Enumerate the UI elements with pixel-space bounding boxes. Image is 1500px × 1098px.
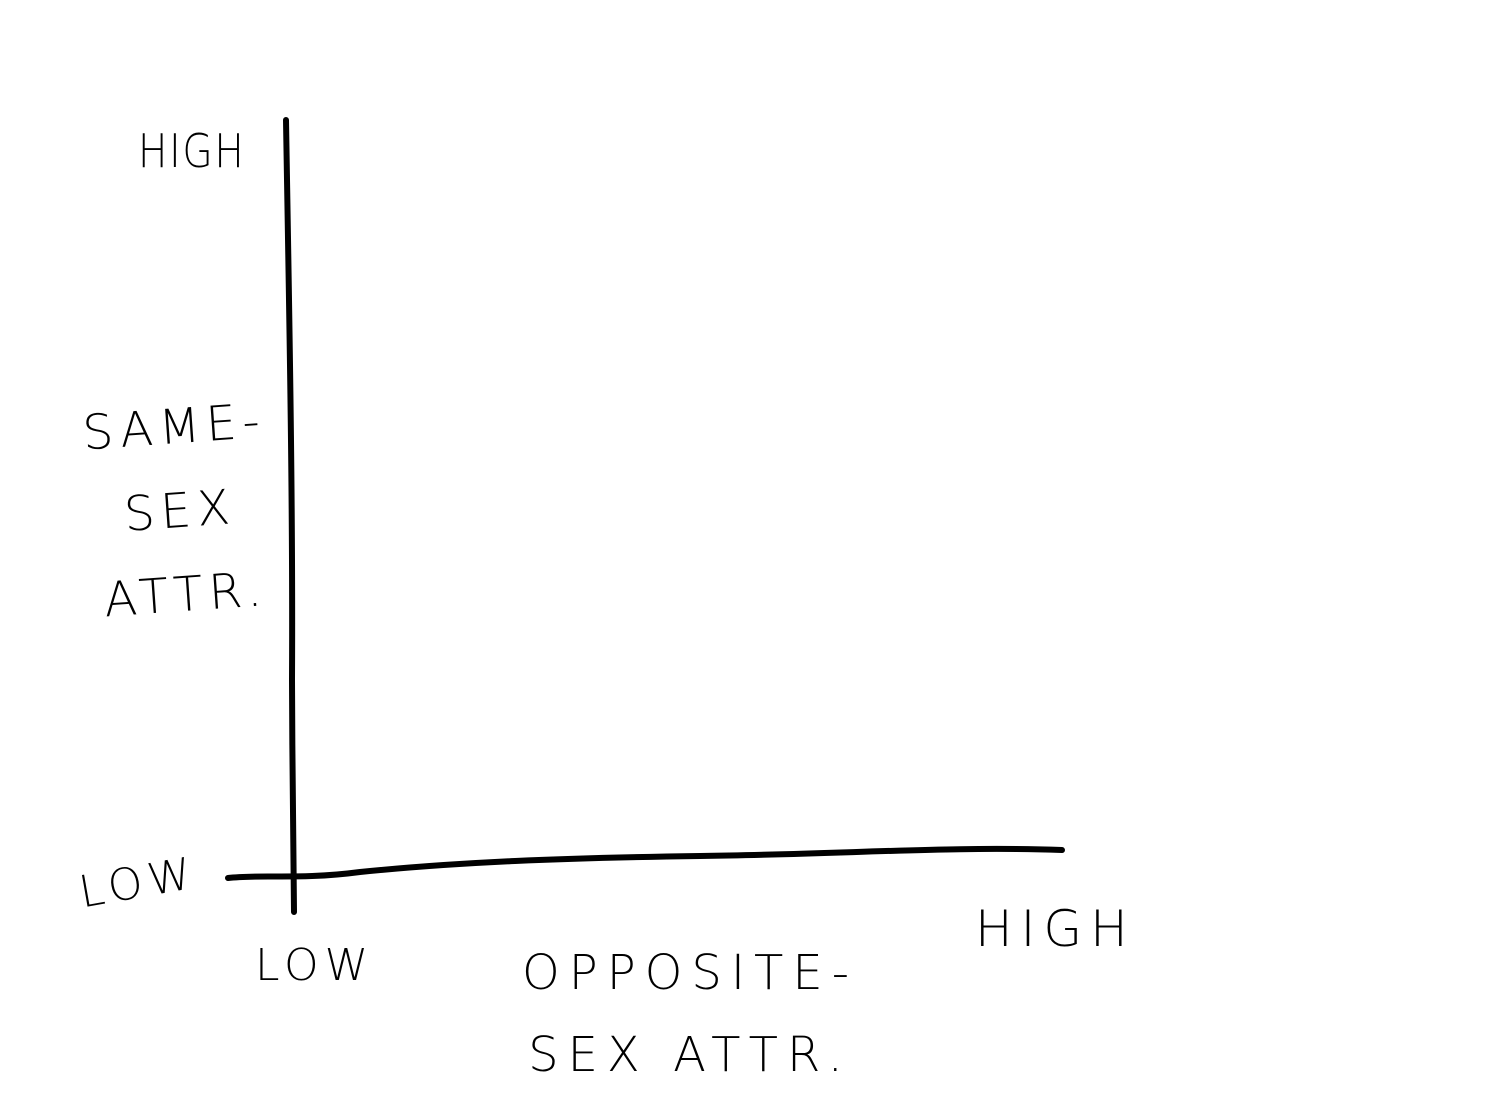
x-axis-line bbox=[225, 845, 1065, 881]
y-axis-title-line-3: ATTR. bbox=[102, 561, 270, 629]
x-axis-high-label: HIGH bbox=[975, 900, 1136, 958]
y-axis-high-label: HIGH bbox=[138, 124, 246, 178]
y-axis-line bbox=[283, 117, 297, 915]
y-axis-title: SAME- SEX ATTR. bbox=[71, 378, 288, 643]
x-axis-title-line-1: OPPOSITE- bbox=[521, 945, 859, 1001]
x-axis-title: OPPOSITE- SEX ATTR. bbox=[500, 932, 880, 1096]
y-axis-title-line-1: SAME- bbox=[80, 392, 268, 462]
x-axis-title-line-2: SEX ATTR. bbox=[528, 1027, 852, 1083]
y-axis-title-line-2: SEX bbox=[122, 479, 238, 543]
x-axis-low-label: LOW bbox=[255, 940, 375, 991]
